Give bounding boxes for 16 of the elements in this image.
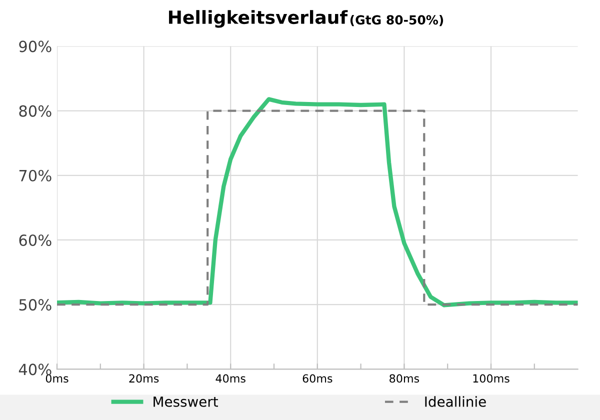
x-tick-label: 80ms: [390, 374, 420, 383]
chart-title: Helligkeitsverlauf: [169, 10, 348, 28]
y-tick-label: 60%: [19, 234, 52, 246]
y-tick-label: 70%: [19, 170, 52, 182]
y-tick-label: 40%: [18, 364, 52, 376]
chart-subtitle: (GtG 80-50%): [350, 14, 444, 26]
x-tick-label: 40ms: [216, 374, 246, 383]
x-tick-label: 60ms: [302, 374, 332, 383]
y-tick-label: 50%: [19, 299, 52, 311]
y-tick-label: 90%: [19, 40, 52, 52]
y-tick-label: 80%: [19, 105, 52, 117]
legend-label: Messwert: [154, 396, 218, 407]
x-tick-label: 20ms: [129, 374, 159, 383]
x-tick-label: 0ms: [46, 374, 68, 383]
legend-label: Ideallinie: [425, 396, 486, 407]
x-tick-label: 100ms: [473, 374, 510, 383]
